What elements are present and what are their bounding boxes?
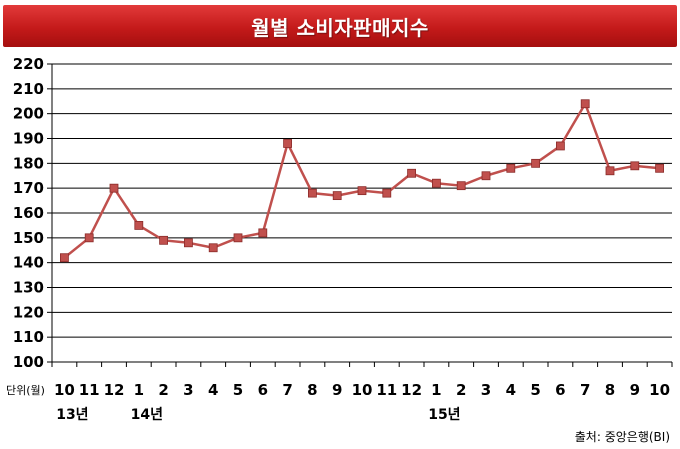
data-point-13: [382, 188, 392, 198]
year-labels: 13년 14년 15년: [56, 407, 460, 423]
y-tick-label-170: 170: [13, 179, 44, 197]
year-label-3: 14년: [131, 407, 163, 423]
chart-title-bar: 월별 소비자판매지수: [3, 5, 677, 47]
y-tick-label-150: 150: [13, 229, 44, 247]
data-point-16: [456, 181, 466, 191]
x-tick-label-7: 5: [233, 381, 243, 399]
data-point-4: [159, 235, 169, 245]
x-tick-label-0: 10: [54, 381, 75, 399]
data-point-19: [531, 158, 540, 168]
y-tick-label-110: 110: [13, 328, 44, 346]
data-point-8: [258, 228, 268, 238]
x-tick-label-21: 7: [580, 381, 590, 399]
y-tick-label-180: 180: [13, 154, 44, 172]
data-point-3: [134, 221, 144, 230]
y-axis-ticks: 100 110 120 130 140 150 160 170 180 190 200 210 220: [13, 55, 44, 371]
x-tick-label-24: 10: [649, 381, 670, 399]
source-note: 출처: 중앙은행(BI): [574, 430, 670, 444]
data-point-2: [109, 183, 119, 193]
x-tick-label-13: 11: [376, 381, 397, 399]
y-tick-label-200: 200: [13, 105, 44, 123]
data-point-1: [84, 233, 94, 243]
x-tick-label-10: 8: [307, 381, 317, 399]
data-point-21: [580, 99, 590, 109]
data-point-11: [332, 191, 342, 201]
data-point-5: [183, 238, 193, 248]
y-tick-label-190: 190: [13, 130, 44, 148]
x-tick-label-6: 4: [208, 381, 218, 399]
x-tick-label-18: 4: [506, 381, 516, 399]
y-tick-label-220: 220: [13, 55, 44, 73]
x-tick-label-16: 2: [456, 381, 466, 399]
data-point-10: [307, 188, 317, 198]
x-tick-label-19: 5: [530, 381, 540, 399]
x-tick-label-17: 3: [481, 381, 491, 399]
x-tick-label-1: 11: [79, 381, 100, 399]
y-tick-label-140: 140: [13, 254, 44, 272]
x-tick-label-4: 2: [158, 381, 168, 399]
x-tick-label-2: 12: [104, 381, 125, 399]
data-point-22: [605, 166, 615, 176]
series: [60, 99, 664, 263]
data-point-15: [431, 178, 441, 188]
y-tick-label-120: 120: [13, 303, 44, 321]
x-tick-label-9: 7: [282, 381, 292, 399]
data-point-20: [556, 141, 565, 151]
x-tick-label-23: 9: [630, 381, 640, 399]
chart-title: 월별 소비자판매지수: [251, 15, 429, 40]
year-label-0: 13년: [56, 407, 88, 423]
x-tick-label-11: 9: [332, 381, 342, 399]
gridlines: [52, 63, 672, 363]
data-point-18: [506, 163, 516, 173]
unit-label: 단위(월): [6, 384, 45, 397]
data-point-6: [208, 243, 218, 253]
x-tick-label-5: 3: [183, 381, 193, 399]
x-tick-label-8: 6: [258, 381, 268, 399]
data-point-12: [357, 186, 367, 196]
y-tick-label-130: 130: [13, 279, 44, 297]
series-line-0: [63, 102, 660, 259]
x-tick-label-12: 10: [352, 381, 373, 399]
y-tick-label-210: 210: [13, 80, 44, 98]
x-tick-label-20: 6: [555, 381, 565, 399]
data-point-17: [481, 171, 491, 181]
year-label-15: 15년: [428, 407, 460, 423]
data-point-7: [233, 233, 243, 243]
x-tick-label-14: 12: [401, 381, 422, 399]
data-point-23: [630, 161, 640, 171]
y-tick-label-160: 160: [13, 204, 44, 222]
data-point-24: [655, 163, 664, 173]
x-tick-label-3: 1: [134, 381, 144, 399]
data-point-14: [407, 168, 417, 178]
x-tick-label-22: 8: [605, 381, 615, 399]
y-tick-label-100: 100: [13, 353, 44, 371]
data-point-0: [60, 253, 69, 263]
data-point-9: [283, 139, 293, 148]
x-axis-ticks: 10 11 12 1 2 3 4 5 6 7 8 9 10 11 12 1 2 3 4 5 6 7 8 9 10: [54, 381, 670, 399]
axes: [47, 63, 673, 367]
x-tick-label-15: 1: [431, 381, 441, 399]
